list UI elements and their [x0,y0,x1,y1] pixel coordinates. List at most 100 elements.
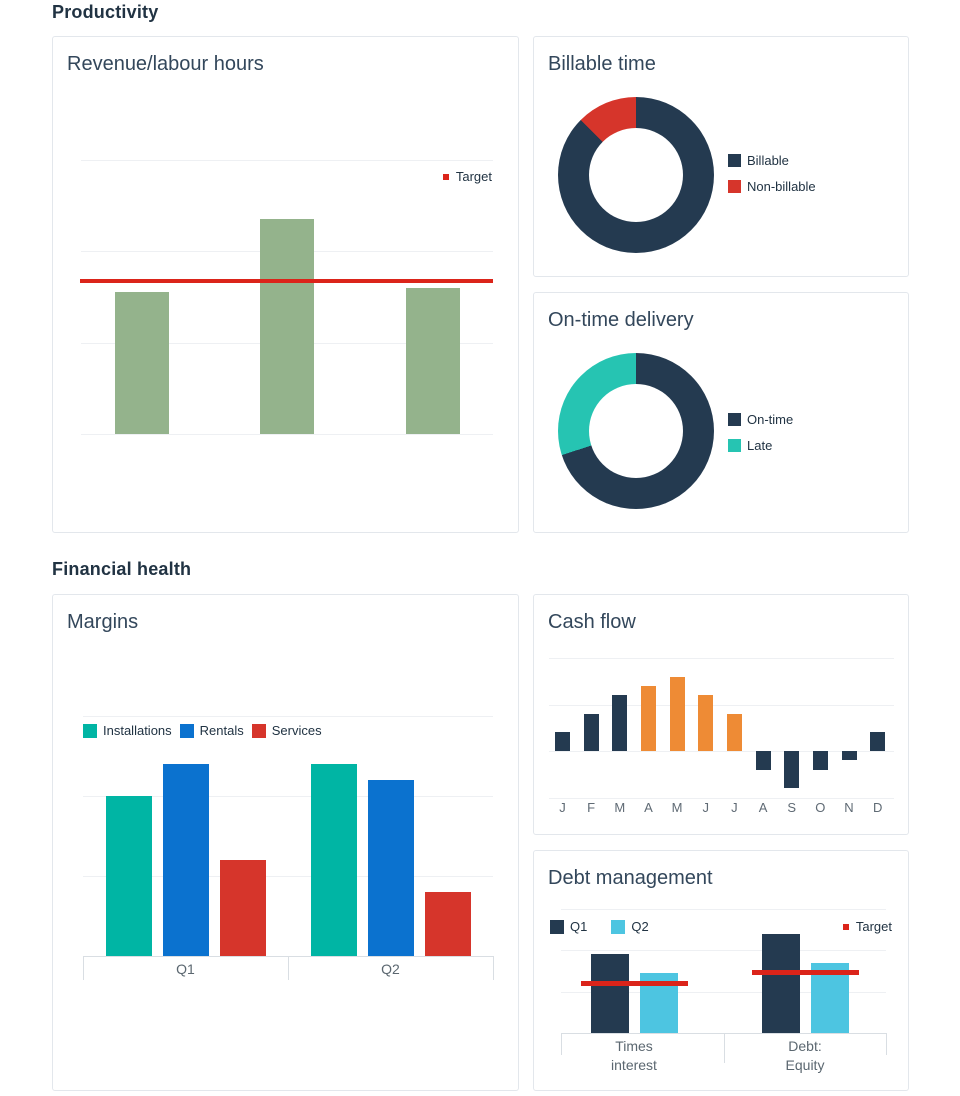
legend-swatch [179,723,194,738]
gridline [561,909,886,910]
legend-label: On-time [747,412,794,427]
gridline [83,796,493,797]
cashflow-bar [870,732,886,751]
legend-item: Non-billable [728,179,816,194]
gridline [549,658,894,659]
axis-label: D [872,800,883,815]
axis-label: M [614,800,626,815]
cashflow-bar [669,676,685,751]
legend-swatch [728,180,741,193]
x-axis-tick [886,1033,887,1055]
margins-bar [310,764,357,956]
legend-item: Services [251,723,322,738]
cashflow-bar [640,685,656,751]
on-time-delivery-chart: On-time Late [534,293,908,532]
legend-label: Q1 [570,919,588,934]
chart-title-margins: Margins [67,611,139,633]
billable-time-chart: Billable Non-billable [534,37,908,276]
on_time_delivery-donut [558,353,714,509]
card-billable-time: Billable time Billable Non-billable [533,36,909,277]
legend-label: Billable [747,153,789,168]
legend-item: Late [728,438,793,453]
target-legend-icon [442,173,449,180]
target-legend-icon [842,923,849,930]
legend-label: Non-billable [747,179,816,194]
revenue-bar [115,292,169,434]
axis-label: Debt: Equity [785,1038,825,1073]
target-legend-label: Target [855,919,892,934]
x-axis-tick [561,1033,562,1055]
target-line [80,279,493,284]
margins-bar [367,780,414,956]
cashflow-bar [812,751,828,770]
gridline [81,160,493,161]
cashflow-bar [698,695,714,751]
legend-item: Q1 [550,919,587,934]
chart-legend: Installations Rentals Services [83,723,322,738]
axis-label: O [815,800,826,815]
legend-item: Billable [728,153,816,168]
legend-label: Q2 [631,919,649,934]
x-axis-tick [288,956,289,980]
card-margins: Margins Installations Rentals Services Q1 Q2 [52,594,519,1091]
chart-title-revenue: Revenue/labour hours [67,53,264,75]
chart-legend: Billable Non-billable [728,153,816,205]
revenue-bar [260,219,314,434]
chart-legend-target: Target [842,919,892,934]
cashflow-bar [755,751,771,770]
cashflow-bar [726,713,742,751]
legend-label: Installations [103,723,172,738]
debt-bar [590,954,629,1033]
card-debt-management: Debt management Q1 Q2 Target Times interest… [533,850,909,1091]
gridline [549,704,894,706]
chart-title-cashflow: Cash flow [548,611,636,633]
legend-item: Q2 [611,919,649,934]
margins-bar [424,892,471,956]
gridline [83,716,493,717]
target-line [580,980,688,986]
chart-legend: On-time Late [728,412,793,464]
axis-label: Q1 [176,961,195,977]
legend-swatch [728,439,741,452]
legend-swatch [728,413,741,426]
axis-label: F [587,800,596,815]
gridline [83,876,493,877]
axis-label: A [644,800,653,815]
donut-hole [589,384,683,478]
axis-label: J [731,800,738,815]
legend-label: Late [747,438,773,453]
axis-label: A [758,800,768,815]
card-on-time-delivery: On-time delivery On-time Late [533,292,909,533]
margins-bar [219,860,266,956]
target-line [751,969,859,975]
cashflow-bar [784,751,800,789]
cashflow-bar [841,751,857,761]
card-revenue-labour-hours: Revenue/labour hours Target [52,36,519,533]
gridline [549,751,894,752]
cashflow-bar [555,732,570,751]
cashflow-bar [612,695,628,751]
legend-label: Rentals [199,723,244,738]
axis-label: J [559,800,566,815]
legend-label: Services [271,723,322,738]
chart-legend: Target [442,169,492,184]
section-heading-financial-health: Financial health [52,559,192,579]
legend-swatch [550,919,564,934]
axis-label: J [702,800,710,815]
margins-bar [162,764,209,956]
gridline [561,950,886,952]
axis-label: Times interest [611,1038,657,1073]
x-axis-tick [723,1033,725,1063]
revenue-bar [406,287,460,434]
card-cash-flow: Cash flow J F M A M J J A S O N D [533,594,909,835]
legend-swatch [251,723,266,738]
margins-bar [105,796,152,956]
cashflow-bar [583,713,599,751]
x-axis-tick [83,956,84,980]
revenue-labour-hours-chart: Target [53,37,518,532]
axis-label: S [787,800,797,815]
legend-item: On-time [728,412,793,427]
x-axis-tick [493,956,494,980]
gridline [81,434,493,435]
